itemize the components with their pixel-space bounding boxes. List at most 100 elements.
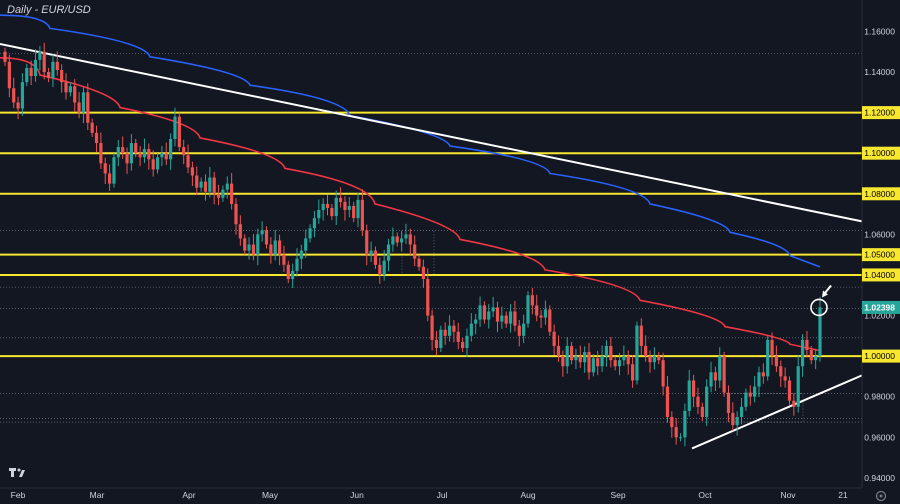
candle-body (687, 380, 691, 411)
candle-body (16, 102, 20, 109)
candle-body (68, 86, 72, 93)
candle-body (761, 372, 765, 377)
candle-body (12, 88, 16, 103)
candle-body (25, 67, 29, 83)
candle-body (792, 400, 796, 407)
candle-body (552, 331, 556, 346)
candle-body (692, 380, 696, 397)
candle-body (182, 147, 186, 156)
candle-body (726, 392, 731, 413)
x-tick-label: Nov (780, 490, 796, 500)
candle-body (774, 356, 779, 367)
annotations (810, 284, 832, 317)
candle-body (129, 143, 133, 164)
candle-body (295, 258, 299, 271)
candle-body (216, 193, 221, 198)
trendlines (0, 43, 863, 450)
candle-body (809, 350, 813, 361)
y-tick-label: 0.94000 (864, 473, 895, 483)
candle-body (360, 199, 364, 231)
candle-body (482, 305, 487, 320)
candle-body (42, 51, 46, 73)
candle-body (291, 270, 295, 279)
candle-body (330, 207, 334, 217)
candle-body (474, 319, 478, 324)
x-tick-label: Jul (437, 490, 448, 500)
candle-body (748, 392, 752, 397)
candle-body (713, 372, 718, 381)
candle-body (373, 250, 378, 265)
candle-body (299, 250, 303, 259)
candle-body (814, 356, 818, 361)
descending-trendline (0, 43, 863, 223)
candle-body (744, 392, 748, 407)
candle-body (630, 364, 635, 381)
candle-body (308, 228, 312, 239)
candle-body (55, 61, 59, 70)
time-axis: Feb Mar Apr May Jun Jul Aug Sep Oct Nov 21 (0, 487, 900, 504)
candle-body (670, 416, 674, 428)
price-axis: 1.16000 1.14000 1.12000 1.10000 1.08000 1.060… (861, 0, 900, 504)
candle-body (64, 82, 68, 93)
candle-body (282, 254, 286, 265)
chart-title: Daily - EUR/USD (7, 4, 91, 16)
candle-body (465, 335, 469, 348)
candle-body (648, 356, 652, 363)
candle-body (369, 250, 373, 255)
candle-body (304, 238, 308, 251)
candle-body (243, 238, 247, 251)
candle-body (644, 345, 648, 357)
candle-body (151, 159, 155, 170)
candle-body (352, 205, 356, 219)
level-price-tag (862, 187, 900, 201)
candle-body (81, 92, 86, 113)
candle-body (212, 177, 216, 194)
candle-body (421, 266, 425, 279)
moving-averages (0, 14, 821, 352)
pointer-arrow-head (822, 290, 828, 298)
candle-body (495, 307, 500, 322)
candle-body (73, 86, 77, 103)
level-price-tag (862, 268, 900, 282)
candle-body (321, 203, 325, 211)
candle-body (116, 147, 120, 158)
candle-body (739, 406, 744, 417)
candle-body (225, 183, 229, 190)
candle-body (443, 329, 447, 336)
y-tick-label: 1.08000 (864, 189, 895, 199)
candle-body (334, 197, 338, 217)
candle-body (155, 157, 160, 170)
candle-body (430, 315, 434, 340)
candle-body (617, 360, 622, 367)
candle-body (574, 356, 578, 361)
candle-body (177, 116, 181, 148)
candle-body (400, 238, 404, 243)
tradingview-logo-icon (8, 465, 26, 479)
candle-body (395, 236, 399, 243)
candle-body (635, 325, 639, 381)
y-tick-label: 1.05000 (864, 250, 895, 260)
y-tick-label: 1.10000 (864, 148, 895, 158)
candle-body (722, 356, 726, 393)
candle-body (99, 143, 103, 164)
candle-body (125, 153, 129, 164)
candle-body (112, 157, 116, 184)
candle-body (565, 345, 569, 367)
candle-body (661, 360, 665, 387)
candle-body (3, 51, 7, 62)
candle-body (413, 244, 417, 259)
moving-average-red (0, 57, 821, 352)
candle-body (569, 345, 574, 361)
y-tick-label: 1.04000 (864, 270, 895, 280)
candle-body (260, 230, 264, 235)
gear-icon (875, 490, 887, 502)
candle-body (678, 437, 683, 439)
level-price-tag (862, 248, 900, 262)
candle-body (426, 278, 430, 316)
y-tick-label: 1.12000 (864, 108, 895, 118)
candle-body (33, 59, 38, 77)
candle-body (578, 356, 582, 363)
candle-body (543, 309, 548, 318)
logo-slash (19, 470, 25, 477)
